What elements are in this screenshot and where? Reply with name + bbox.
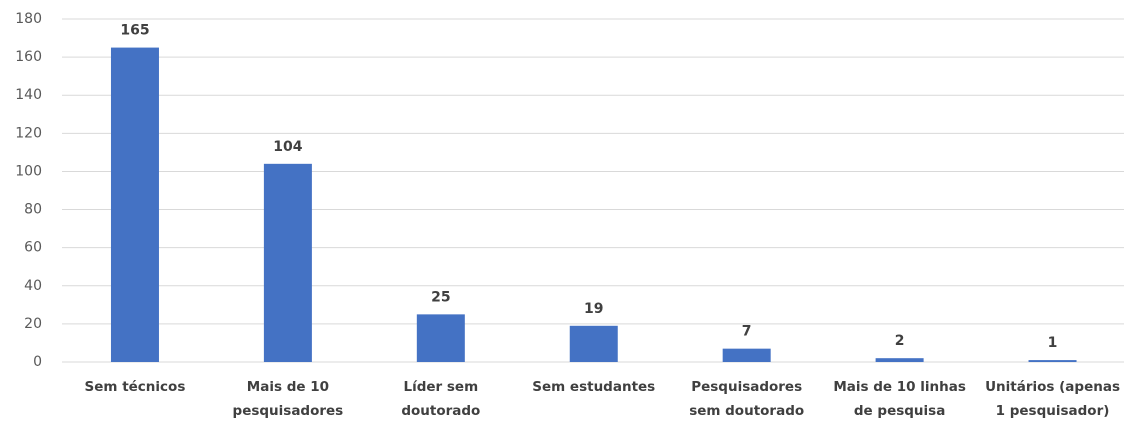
x-tick-label: Mais de 10 pesquisadores bbox=[233, 379, 344, 419]
y-tick-label: 40 bbox=[24, 278, 42, 294]
x-tick-label: Sem estudantes bbox=[532, 379, 655, 395]
y-tick-label: 180 bbox=[15, 11, 42, 27]
y-tick-label: 100 bbox=[15, 163, 42, 179]
value-label: 2 bbox=[895, 333, 905, 349]
y-tick-label: 0 bbox=[33, 354, 42, 370]
bar bbox=[569, 325, 618, 362]
value-label: 19 bbox=[584, 301, 603, 317]
y-tick-label: 60 bbox=[24, 240, 42, 256]
x-tick-label: Mais de 10 linhas de pesquisa bbox=[833, 379, 966, 419]
value-label: 104 bbox=[273, 139, 302, 155]
x-tick-label: Pesquisadores sem doutorado bbox=[689, 379, 804, 419]
bar bbox=[722, 348, 771, 362]
bar bbox=[416, 314, 465, 362]
bar bbox=[875, 358, 924, 362]
x-tick-label: Unitários (apenas 1 pesquisador) bbox=[985, 379, 1120, 419]
y-tick-label: 120 bbox=[15, 125, 42, 141]
y-tick-label: 80 bbox=[24, 202, 42, 218]
bar bbox=[263, 163, 312, 362]
value-label: 165 bbox=[120, 23, 149, 39]
y-tick-label: 160 bbox=[15, 49, 42, 65]
value-label: 25 bbox=[431, 289, 450, 305]
bar bbox=[110, 47, 159, 362]
x-tick-label: Líder sem doutorado bbox=[401, 379, 480, 419]
x-tick-label: Sem técnicos bbox=[85, 379, 186, 395]
y-tick-label: 20 bbox=[24, 316, 42, 332]
bar bbox=[1028, 360, 1077, 362]
value-label: 1 bbox=[1048, 335, 1058, 351]
y-tick-label: 140 bbox=[15, 87, 42, 103]
value-label: 7 bbox=[742, 324, 752, 340]
